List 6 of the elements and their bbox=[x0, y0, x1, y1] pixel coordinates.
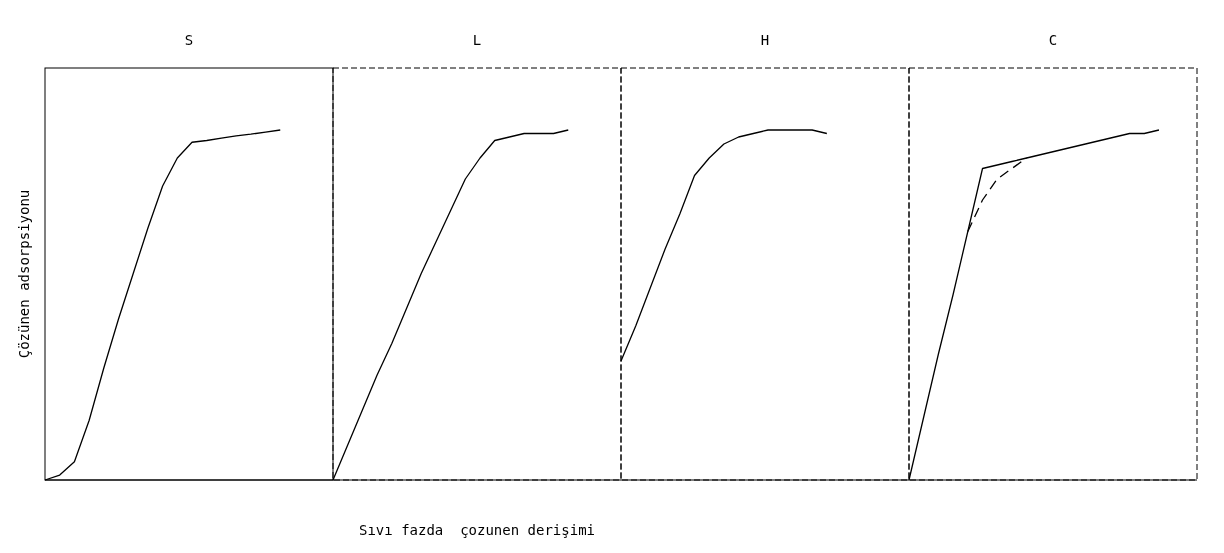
y-axis-title: Çözünen adsorpsiyonu bbox=[16, 189, 32, 359]
chart-title: L bbox=[472, 32, 482, 48]
chart-title: S bbox=[184, 32, 194, 48]
chart-title: C bbox=[1048, 32, 1058, 48]
x-axis-title: Sıvı fazda çozunen derişimi bbox=[358, 522, 596, 538]
chart-title: H bbox=[760, 32, 770, 48]
